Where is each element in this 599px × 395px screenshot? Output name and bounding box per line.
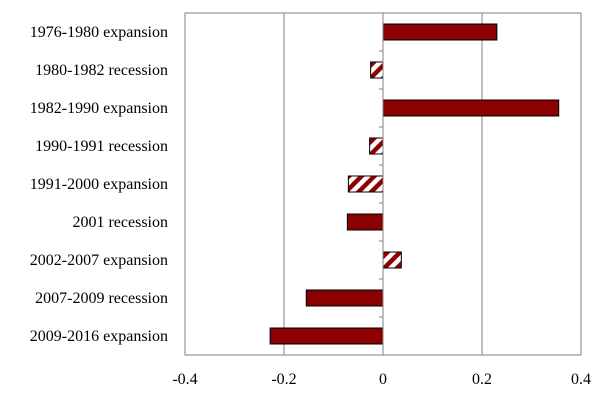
x-tick-label: 0.4 <box>571 371 591 388</box>
bar <box>369 137 384 155</box>
category-label: 2007-2009 recession <box>35 290 168 307</box>
bar <box>382 251 402 269</box>
grid-lines <box>283 13 483 355</box>
x-tick-labels: -0.4 -0.2 0 0.2 0.4 <box>172 371 591 388</box>
category-label: 1982-1990 expansion <box>30 100 168 117</box>
bar <box>269 327 384 345</box>
x-tick-label: -0.4 <box>172 371 197 388</box>
bar <box>346 213 384 231</box>
bar <box>347 175 384 193</box>
category-label: 1980-1982 recession <box>35 62 168 79</box>
bar <box>382 23 498 41</box>
category-label: 2002-2007 expansion <box>30 252 168 269</box>
bars <box>269 23 560 345</box>
category-label: 1990-1991 recession <box>35 138 168 155</box>
bar <box>305 289 384 307</box>
category-label: 1976-1980 expansion <box>30 24 168 41</box>
x-tick-label: 0.2 <box>472 371 492 388</box>
category-labels: 1976-1980 expansion 1980-1982 recession 19… <box>30 24 168 345</box>
x-tick-label: 0 <box>379 371 387 388</box>
x-tick-label: -0.2 <box>271 371 296 388</box>
axes <box>379 12 384 356</box>
category-label: 2009-2016 expansion <box>30 328 168 345</box>
category-label: 1991-2000 expansion <box>30 176 168 193</box>
category-label: 2001 recession <box>72 214 168 231</box>
bar <box>370 61 384 79</box>
bar <box>382 99 560 117</box>
